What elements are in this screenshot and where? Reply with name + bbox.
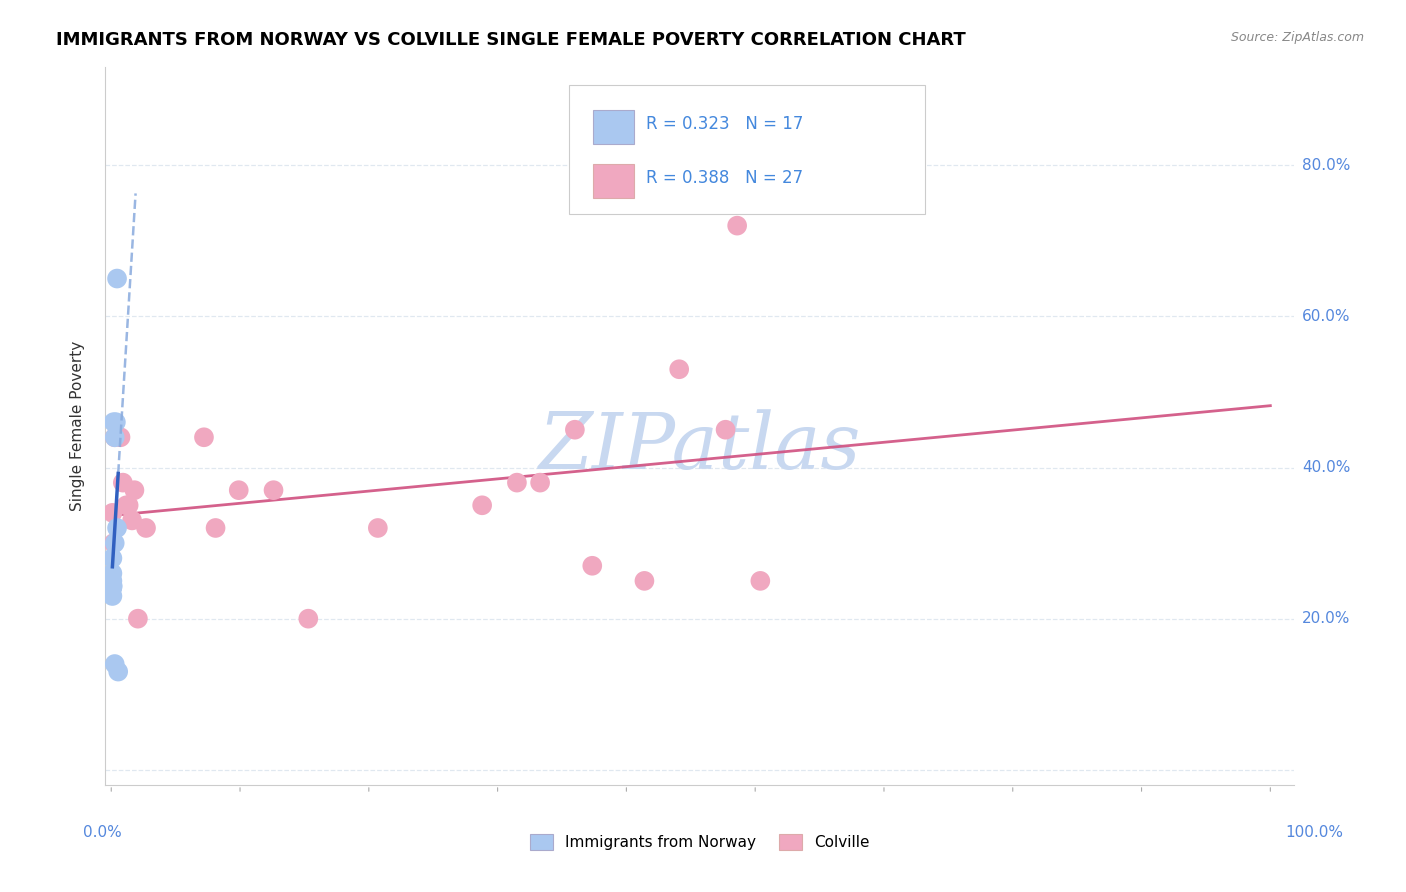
Text: 100.0%: 100.0% <box>1285 825 1344 839</box>
Point <box>110 430 132 444</box>
Point <box>193 430 215 444</box>
Point <box>111 475 134 490</box>
Point <box>749 574 772 588</box>
Point <box>104 657 127 671</box>
FancyBboxPatch shape <box>592 164 634 198</box>
Point <box>263 483 285 498</box>
Text: 80.0%: 80.0% <box>1302 158 1350 173</box>
Text: Source: ZipAtlas.com: Source: ZipAtlas.com <box>1230 31 1364 45</box>
Text: ZIPatlas: ZIPatlas <box>538 409 860 485</box>
Point <box>104 430 127 444</box>
Point <box>506 475 529 490</box>
Point <box>117 498 139 512</box>
Point <box>725 219 748 233</box>
Point <box>101 589 124 603</box>
Point <box>105 521 128 535</box>
Text: R = 0.388   N = 27: R = 0.388 N = 27 <box>645 169 803 187</box>
Point <box>104 536 127 550</box>
Point <box>204 521 226 535</box>
Point <box>101 551 124 566</box>
Point <box>103 536 125 550</box>
Text: 40.0%: 40.0% <box>1302 460 1350 475</box>
Point <box>101 506 124 520</box>
Legend: Immigrants from Norway, Colville: Immigrants from Norway, Colville <box>523 828 876 856</box>
Point <box>581 558 603 573</box>
Point <box>104 430 127 444</box>
Point <box>121 513 143 527</box>
Point <box>101 579 124 593</box>
Point <box>529 475 551 490</box>
Point <box>471 498 494 512</box>
Point <box>367 521 389 535</box>
Point <box>135 521 157 535</box>
FancyBboxPatch shape <box>569 85 925 214</box>
Point <box>101 580 124 594</box>
Point <box>105 271 128 285</box>
Point <box>101 581 124 595</box>
Point <box>115 498 138 512</box>
Text: 20.0%: 20.0% <box>1302 611 1350 626</box>
FancyBboxPatch shape <box>592 110 634 145</box>
Point <box>228 483 250 498</box>
Text: R = 0.323   N = 17: R = 0.323 N = 17 <box>645 115 803 133</box>
Point <box>297 612 319 626</box>
Point <box>107 665 129 679</box>
Text: IMMIGRANTS FROM NORWAY VS COLVILLE SINGLE FEMALE POVERTY CORRELATION CHART: IMMIGRANTS FROM NORWAY VS COLVILLE SINGL… <box>56 31 966 49</box>
Text: 0.0%: 0.0% <box>83 825 122 839</box>
Point <box>104 415 127 429</box>
Point <box>633 574 655 588</box>
Point <box>101 578 124 592</box>
Text: 60.0%: 60.0% <box>1302 309 1350 324</box>
Point <box>564 423 586 437</box>
Point <box>668 362 690 376</box>
Point <box>101 566 124 581</box>
Y-axis label: Single Female Poverty: Single Female Poverty <box>70 341 84 511</box>
Point <box>124 483 146 498</box>
Point <box>101 577 124 591</box>
Point <box>103 415 125 429</box>
Point <box>714 423 737 437</box>
Point <box>127 612 149 626</box>
Point <box>101 574 124 588</box>
